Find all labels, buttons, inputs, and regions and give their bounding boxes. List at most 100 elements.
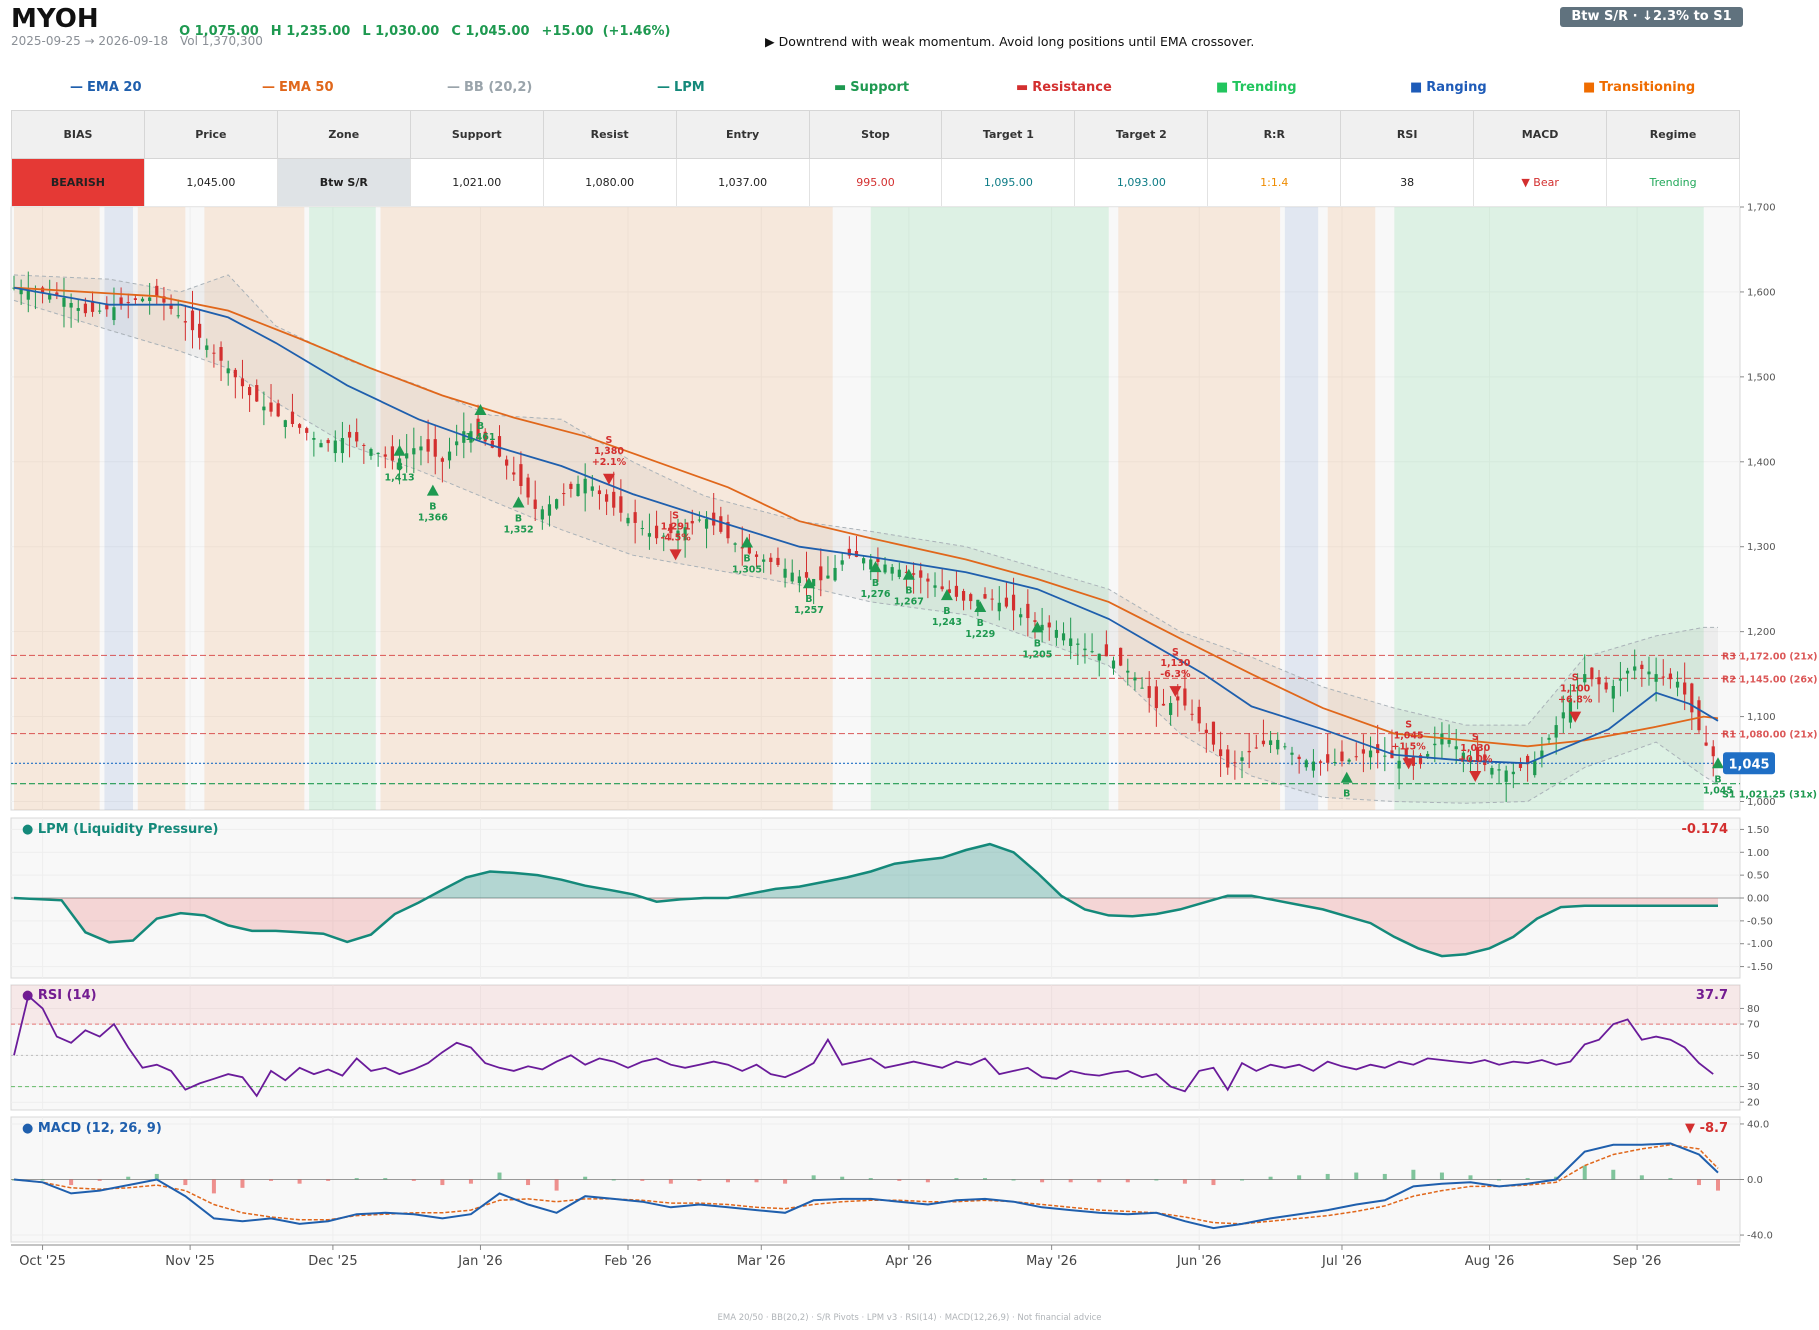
buy-signal-label: B	[743, 553, 750, 564]
resistance-label: R3 1,172.00 (21x)	[1722, 651, 1817, 662]
candle-body	[1254, 747, 1258, 749]
sell-signal-label: +6.8%	[1558, 695, 1593, 706]
legend-resistance[interactable]: ▬ Resistance	[1016, 80, 1112, 95]
sell-signal-label: 1,045	[1394, 730, 1424, 741]
legend-ranging[interactable]: ■ Ranging	[1410, 80, 1487, 95]
x-tick-label: Jul '26	[1321, 1254, 1362, 1269]
legend-trending[interactable]: ■ Trending	[1216, 80, 1297, 95]
candle-body	[276, 403, 280, 417]
candle-body	[1597, 677, 1601, 685]
legend-label: Transitioning	[1599, 80, 1696, 95]
price-panel[interactable]: 1,700 1,600 1,500 1,400 1,300 1,200 1,100 1,000…	[10, 203, 1817, 811]
candle-body	[497, 436, 502, 457]
candle-body	[726, 521, 730, 539]
candle-body	[847, 548, 851, 556]
col-resist: Resist	[542, 110, 677, 159]
candle-body	[1654, 674, 1658, 682]
candle-body	[48, 294, 52, 300]
candle-body	[883, 564, 887, 573]
y-tick-label: 1,500	[1747, 372, 1776, 383]
x-tick-label: Nov '25	[165, 1254, 215, 1269]
buy-signal-label: B	[429, 502, 436, 513]
candle-body	[148, 297, 152, 301]
y-tick-label: 1,300	[1747, 542, 1776, 553]
candle-body	[1333, 762, 1337, 764]
sell-signal-label: 1,100	[1560, 684, 1590, 695]
lpm-negative-area	[14, 898, 1718, 957]
sell-signal-label: +2.1%	[592, 457, 627, 468]
table-header-row: BIAS Price Zone Support Resist Entry Sto…	[11, 110, 1740, 159]
candle-body	[340, 438, 345, 454]
candle-body	[469, 431, 473, 443]
buy-signal-label: 1,276	[860, 589, 890, 600]
candle-body	[390, 446, 395, 461]
candle-body	[769, 557, 773, 563]
candle-body	[1697, 700, 1701, 731]
col-rr: R:R	[1207, 110, 1342, 159]
buy-signal-label: 1,413	[385, 473, 415, 484]
candle-body	[783, 568, 787, 578]
candle-body	[1540, 750, 1544, 759]
legend-support[interactable]: ▬ Support	[834, 80, 909, 95]
candle-body	[654, 525, 659, 539]
x-tick-label: Aug '26	[1465, 1254, 1515, 1269]
y-tick-label: 80	[1747, 1004, 1760, 1015]
x-tick-label: Oct '25	[19, 1254, 66, 1269]
macd-histogram-bar	[840, 1176, 845, 1180]
candle-body	[455, 441, 459, 446]
candle-body	[1383, 755, 1387, 757]
rsi-current-value: 37.7	[1696, 988, 1728, 1003]
rsi-overbought-zone	[11, 985, 1740, 1025]
y-tick-label: 70	[1747, 1020, 1760, 1031]
legend-ema50[interactable]: — EMA 50	[262, 80, 334, 95]
resistance-label: R2 1,145.00 (26x)	[1722, 674, 1817, 685]
candle-body	[555, 499, 559, 509]
legend-lpm[interactable]: — LPM	[657, 80, 705, 95]
candle-body	[1033, 620, 1037, 622]
candle-body	[483, 431, 487, 442]
candle-body	[305, 428, 309, 433]
macd-histogram-bar	[1325, 1173, 1330, 1180]
candle-body	[1575, 686, 1580, 689]
candle-body	[840, 560, 844, 565]
macd-histogram-bar	[211, 1179, 216, 1194]
y-tick-label: 1,200	[1747, 627, 1776, 638]
candle-body	[1204, 729, 1208, 734]
legend-label: Ranging	[1426, 80, 1487, 95]
sell-signal-label: S	[1572, 673, 1579, 684]
bollinger-band-fill	[14, 274, 1718, 804]
rsi-panel[interactable]: 80 70 50 30 20 ● RSI (14) 37.7	[10, 984, 1760, 1111]
macd-histogram-bar	[497, 1172, 502, 1180]
ema20-line	[13, 286, 1719, 765]
legend-bb[interactable]: — BB (20,2)	[447, 80, 532, 95]
candle-body	[1247, 750, 1251, 753]
macd-histogram-bar	[1554, 1176, 1559, 1180]
lpm-panel[interactable]: 1.50 1.00 0.50 0.00 -0.50 -1.00 -1.50 ● LPM (Li…	[10, 817, 1773, 979]
candle-body	[804, 572, 809, 578]
regime-band-ranging	[1284, 207, 1319, 810]
macd-line	[13, 1142, 1719, 1230]
candle-body	[1211, 721, 1216, 745]
sell-signal-label: +0.0%	[1458, 754, 1493, 765]
candle-body	[1104, 644, 1108, 657]
macd-histogram-bar	[1411, 1169, 1416, 1180]
buy-signal-marker	[1712, 757, 1724, 769]
col-stop: Stop	[808, 110, 943, 159]
candle-body	[1233, 762, 1237, 764]
macd-histogram-bar	[697, 1179, 702, 1181]
candle-body	[969, 594, 973, 602]
macd-histogram-bar	[1211, 1179, 1216, 1186]
candle-body	[405, 453, 409, 459]
macd-panel[interactable]: 40.0 0.0 -40.0 ● MACD (12, 26, 9) ▼ -8.7	[10, 1116, 1773, 1243]
candle-body	[976, 599, 980, 607]
legend-ema20[interactable]: — EMA 20	[70, 80, 142, 95]
candle-body	[597, 490, 602, 495]
candle-body	[862, 558, 866, 564]
legend-transitioning[interactable]: ■ Transitioning	[1583, 80, 1695, 95]
candle-body	[583, 478, 587, 494]
candle-body	[1368, 750, 1373, 758]
sell-signal-label: -6.3%	[1160, 669, 1191, 680]
buy-signal-label: 1,366	[418, 513, 448, 524]
candle-body	[1268, 740, 1273, 745]
candle-body	[1661, 676, 1665, 678]
